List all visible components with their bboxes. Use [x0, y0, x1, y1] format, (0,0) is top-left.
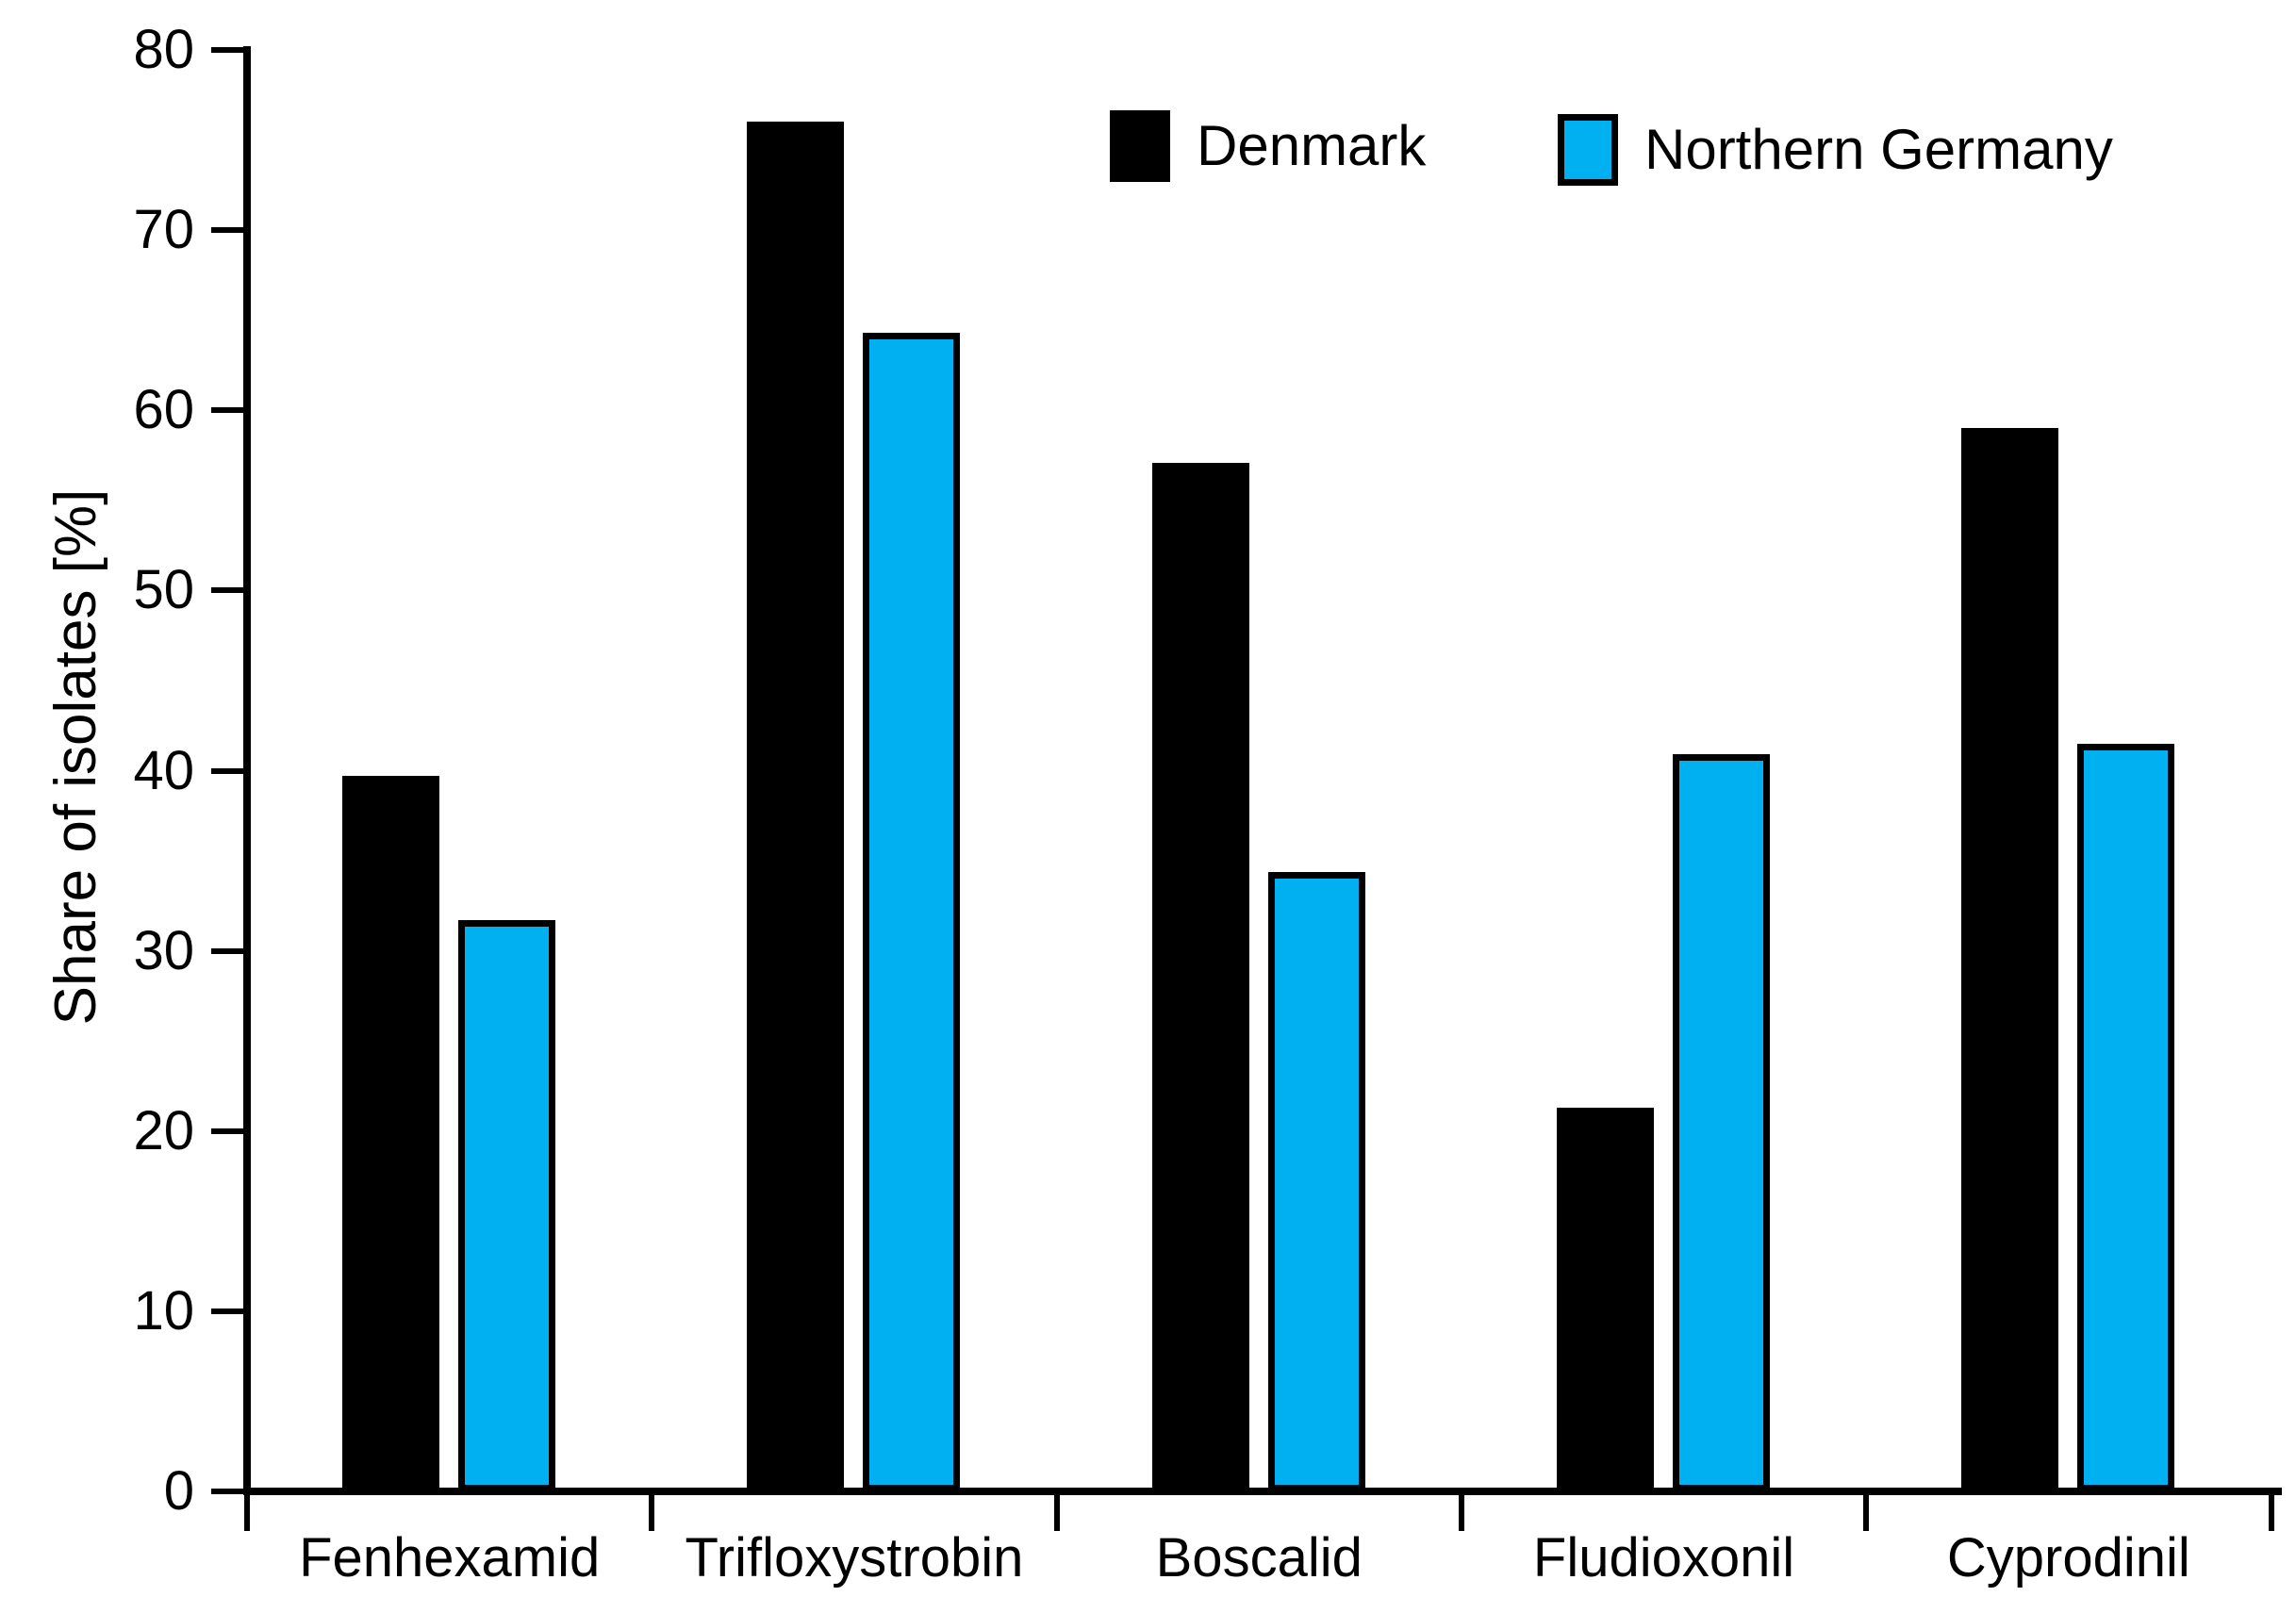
y-tick-label-10: 10	[133, 1279, 194, 1341]
y-tick-80	[211, 47, 247, 53]
legend-swatch-denmark	[1110, 110, 1170, 182]
bar-northern-germany-fenhexamid	[458, 920, 555, 1491]
x-category-label-cyprodinil: Cyprodinil	[1946, 1527, 2190, 1588]
bar-denmark-cyprodinil	[1961, 428, 2059, 1491]
y-tick-label-50: 50	[133, 559, 194, 621]
x-tick-4	[1863, 1491, 1870, 1531]
bar-denmark-boscalid	[1151, 462, 1249, 1491]
y-axis-line	[243, 46, 251, 1495]
legend-item-northern-germany: Northern Germany	[1558, 114, 2113, 186]
x-tick-3	[1458, 1491, 1464, 1531]
y-tick-label-30: 30	[133, 919, 194, 981]
x-tick-0	[244, 1491, 250, 1531]
y-tick-70	[211, 227, 247, 234]
bar-denmark-fenhexamid	[342, 776, 439, 1491]
y-tick-50	[211, 587, 247, 594]
y-tick-10	[211, 1308, 247, 1314]
y-tick-label-20: 20	[133, 1099, 194, 1161]
y-tick-label-0: 0	[163, 1460, 194, 1522]
y-tick-40	[211, 767, 247, 774]
y-tick-30	[211, 947, 247, 954]
bar-northern-germany-boscalid	[1267, 871, 1365, 1491]
y-tick-label-40: 40	[133, 739, 194, 801]
legend-label-northern-germany: Northern Germany	[1644, 118, 2113, 181]
y-tick-60	[211, 407, 247, 414]
bar-northern-germany-fludioxonil	[1672, 754, 1770, 1491]
x-category-label-fenhexamid: Fenhexamid	[299, 1527, 601, 1588]
y-tick-20	[211, 1127, 247, 1134]
bar-denmark-fludioxonil	[1556, 1107, 1654, 1491]
legend-swatch-northern-germany	[1558, 114, 1618, 186]
bar-denmark-trifloxystrobin	[747, 122, 845, 1491]
x-tick-2	[1053, 1491, 1060, 1531]
x-axis-line	[243, 1488, 2282, 1495]
x-tick-1	[649, 1491, 655, 1531]
y-tick-0	[211, 1489, 247, 1494]
x-category-label-boscalid: Boscalid	[1155, 1527, 1363, 1588]
x-tick-5	[2268, 1491, 2274, 1531]
y-tick-label-70: 70	[133, 199, 194, 261]
x-category-label-fludioxonil: Fludioxonil	[1532, 1527, 1795, 1588]
x-category-label-trifloxystrobin: Trifloxystrobin	[685, 1527, 1024, 1588]
legend-item-denmark: Denmark	[1110, 110, 1426, 182]
y-tick-label-60: 60	[133, 379, 194, 441]
bar-northern-germany-trifloxystrobin	[863, 333, 961, 1491]
bar-northern-germany-cyprodinil	[2077, 743, 2175, 1491]
legend-label-denmark: Denmark	[1197, 114, 1427, 177]
y-tick-label-80: 80	[133, 19, 194, 80]
